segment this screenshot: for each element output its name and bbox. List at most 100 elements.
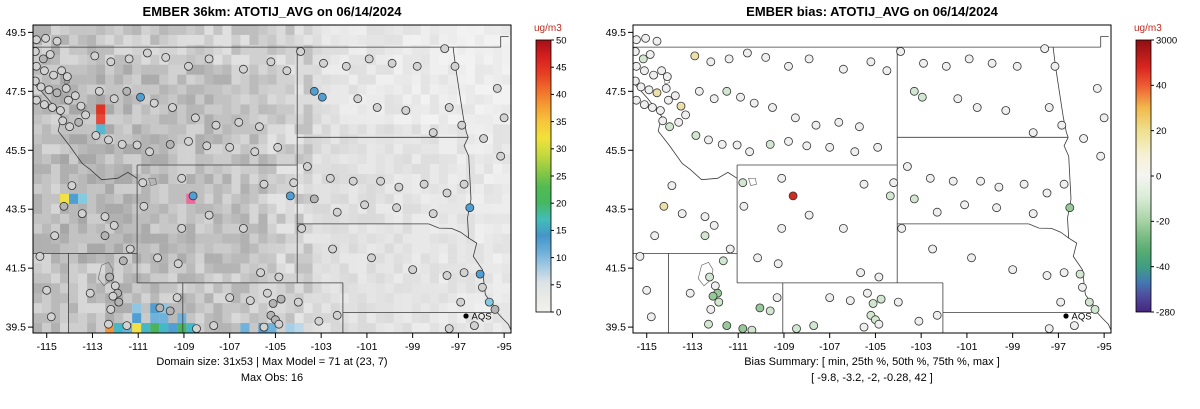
obs-point xyxy=(856,268,866,278)
obs-point xyxy=(266,57,276,67)
obs-point xyxy=(139,201,149,211)
obs-point xyxy=(153,253,163,263)
obs-point xyxy=(282,66,292,76)
svg-text:-40: -40 xyxy=(1156,262,1170,273)
obs-point xyxy=(364,54,374,64)
obs-point xyxy=(738,178,748,188)
obs-point xyxy=(909,86,919,96)
obs-point xyxy=(256,268,266,278)
obs-point xyxy=(717,139,727,149)
obs-point xyxy=(838,64,848,74)
obs-point xyxy=(33,47,40,56)
obs-point xyxy=(874,272,884,282)
obs-point xyxy=(691,131,701,140)
obs-point xyxy=(274,319,284,329)
obs-point xyxy=(652,36,662,46)
obs-point xyxy=(250,147,260,157)
obs-point xyxy=(114,297,124,307)
obs-point xyxy=(61,84,71,93)
obs-point xyxy=(690,51,700,61)
obs-point xyxy=(190,113,200,123)
obs-point xyxy=(714,297,724,307)
obs-point xyxy=(211,120,221,130)
obs-point xyxy=(56,106,65,115)
obs-point xyxy=(394,182,404,192)
obs-point xyxy=(440,44,450,53)
obs-point xyxy=(367,253,376,263)
raster-hotspot-cell xyxy=(159,313,169,324)
obs-point xyxy=(408,265,418,275)
obs-point xyxy=(665,122,674,132)
obs-point xyxy=(259,322,269,332)
state-border xyxy=(1052,47,1069,138)
obs-point xyxy=(118,256,128,266)
obs-point xyxy=(172,293,182,303)
x-axis: -115 -113 -111 -109 -107 -105 -103 -101 -99 -97 -9… xyxy=(637,333,1112,353)
obs-point xyxy=(747,325,757,333)
obs-point xyxy=(876,294,886,304)
obs-point xyxy=(109,94,119,104)
obs-point xyxy=(777,173,787,183)
aqs-legend-dot xyxy=(1063,313,1069,319)
obs-point xyxy=(41,33,50,43)
obs-point xyxy=(862,288,872,298)
obs-point xyxy=(896,47,906,56)
obs-point xyxy=(1065,203,1075,213)
obs-point xyxy=(1042,271,1052,280)
obs-point xyxy=(77,209,87,219)
svg-text:-115: -115 xyxy=(37,341,57,353)
obs-point xyxy=(465,203,475,213)
svg-text:0: 0 xyxy=(1156,171,1161,182)
obs-point xyxy=(1044,324,1054,333)
obs-point xyxy=(428,209,438,219)
obs-point xyxy=(161,53,171,62)
obs-point xyxy=(902,162,912,171)
raster-hotspot-cell xyxy=(285,323,295,333)
bias-caption-summary-values: [ -9.8, -3.2, -2, -0.28, 42 ] xyxy=(811,372,933,384)
obs-point xyxy=(117,139,127,149)
obs-point xyxy=(1028,128,1038,138)
obs-point xyxy=(309,194,319,204)
obs-point xyxy=(106,57,116,67)
obs-point xyxy=(694,86,704,96)
svg-text:-105: -105 xyxy=(265,341,286,353)
svg-text:-101: -101 xyxy=(356,341,377,353)
obs-point xyxy=(742,48,752,58)
obs-point xyxy=(722,86,732,96)
obs-point xyxy=(948,176,958,186)
obs-point xyxy=(45,50,55,59)
obs-point xyxy=(42,285,52,295)
aqs-legend: AQS xyxy=(1063,312,1092,323)
obs-point xyxy=(976,176,986,186)
obs-point xyxy=(811,120,821,130)
raster-hotspot-cell xyxy=(69,193,79,204)
obs-point xyxy=(40,100,49,109)
obs-point xyxy=(100,231,110,241)
obs-point xyxy=(677,209,687,219)
svg-text:-280: -280 xyxy=(1156,307,1175,318)
obs-point xyxy=(718,256,728,266)
raster-hotspot-cell xyxy=(294,323,304,333)
raster-hotspot-cell xyxy=(150,313,160,324)
svg-text:-97: -97 xyxy=(1051,341,1066,353)
obs-point xyxy=(1059,268,1069,278)
svg-text:15: 15 xyxy=(556,226,567,237)
obs-point xyxy=(348,176,358,186)
obs-point xyxy=(33,35,41,45)
obs-point xyxy=(387,58,397,68)
state-border xyxy=(1096,312,1111,331)
obs-point xyxy=(804,54,814,64)
obs-point xyxy=(392,203,402,213)
obs-point xyxy=(633,47,640,56)
obs-point xyxy=(238,223,248,233)
obs-point xyxy=(640,100,649,109)
obs-point xyxy=(1096,151,1106,161)
svg-text:-107: -107 xyxy=(219,341,240,353)
obs-point xyxy=(58,116,68,126)
svg-text:20: 20 xyxy=(1156,126,1167,137)
svg-text:-111: -111 xyxy=(128,341,148,353)
y-axis: 39.5 41.5 43.5 45.5 47.5 49.5 xyxy=(606,27,633,334)
model-title: EMBER 36km: ATOTIJ_AVG on 06/14/2024 xyxy=(142,4,402,19)
svg-text:20: 20 xyxy=(556,199,567,210)
